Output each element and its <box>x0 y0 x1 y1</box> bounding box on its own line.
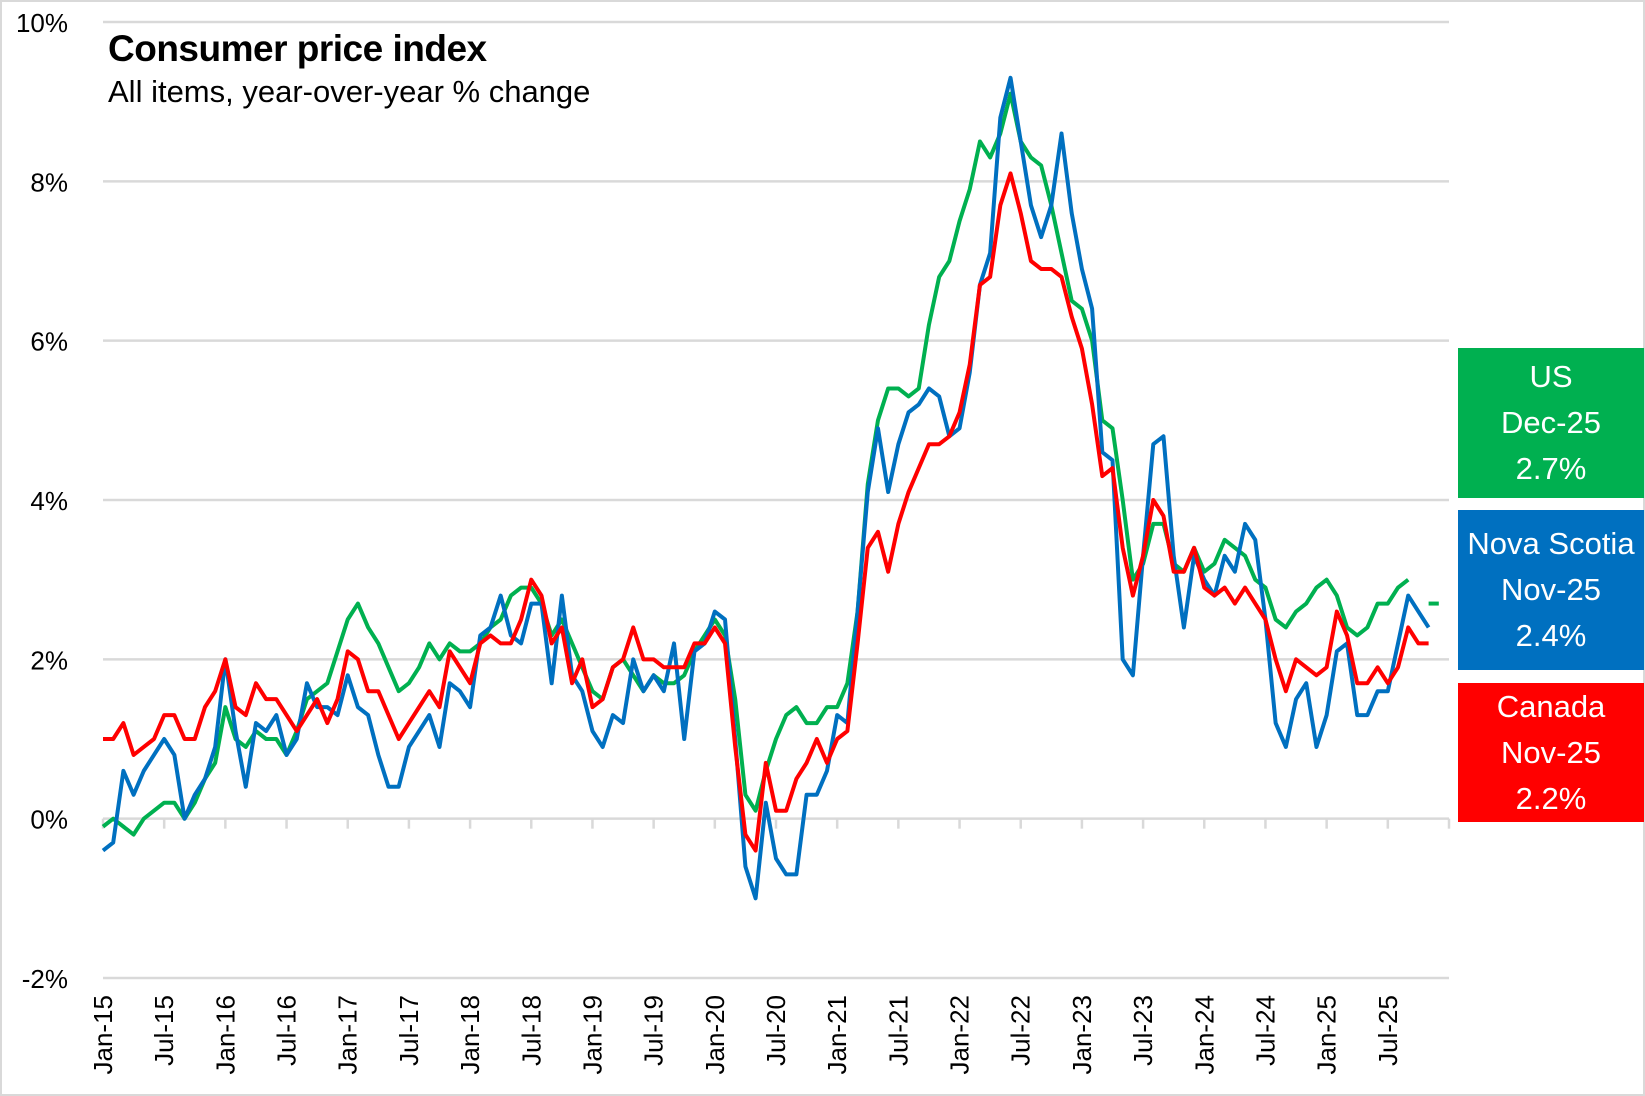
x-tick-label: Jan-23 <box>1067 995 1097 1075</box>
y-tick-label: 6% <box>30 327 68 357</box>
x-tick-label: Jan-18 <box>455 995 485 1075</box>
x-axis-labels: Jan-15 Jul-15 Jan-16 Jul-16 Jan-17 Jul-17 Jan-… <box>88 995 1403 1075</box>
x-tick-label: Jul-22 <box>1006 995 1036 1066</box>
x-axis-ticks <box>101 818 1451 829</box>
gridlines <box>103 20 1449 980</box>
x-tick-label: Jan-21 <box>822 995 852 1075</box>
x-tick-label: Jan-16 <box>210 995 240 1075</box>
callout-canada: Canada Nov-25 2.2% <box>1458 683 1644 822</box>
x-tick-label: Jan-20 <box>700 995 730 1075</box>
series-lines <box>101 75 1439 901</box>
series-line-nova-scotia <box>101 75 1431 901</box>
y-tick-label: 2% <box>30 645 68 675</box>
x-tick-label: Jan-17 <box>333 995 363 1075</box>
x-tick-label: Jul-17 <box>394 995 424 1066</box>
y-tick-label: 8% <box>30 167 68 197</box>
y-tick-label: 4% <box>30 486 68 516</box>
x-tick-label: Jan-25 <box>1312 995 1342 1075</box>
chart-subtitle: All items, year-over-year % change <box>108 74 591 109</box>
x-tick-label: Jan-15 <box>88 995 118 1075</box>
callout-us-value: 2.7% <box>1515 451 1587 486</box>
x-tick-label: Jul-21 <box>883 995 913 1066</box>
callout-canada-name: Canada <box>1496 688 1606 724</box>
y-tick-label: -2% <box>22 964 68 994</box>
x-tick-label: Jul-23 <box>1128 995 1158 1066</box>
callout-canada-value: 2.2% <box>1515 780 1587 816</box>
callout-us-name: US <box>1529 359 1573 394</box>
x-tick-label: Jul-18 <box>516 995 546 1066</box>
x-tick-label: Jul-16 <box>272 995 302 1066</box>
x-tick-label: Jul-25 <box>1373 995 1403 1066</box>
x-tick-label: Jan-24 <box>1189 995 1219 1075</box>
y-tick-label: 0% <box>30 805 68 835</box>
y-axis-labels: -2% 0% 2% 4% 6% 8% 10% <box>16 8 68 994</box>
y-tick-label: 10% <box>16 8 68 38</box>
series-line-canada <box>103 171 1429 853</box>
callout-ns-name: Nova Scotia <box>1467 526 1635 561</box>
x-tick-label: Jan-19 <box>577 995 607 1075</box>
x-tick-label: Jul-24 <box>1250 995 1280 1066</box>
callout-us-period: Dec-25 <box>1501 405 1601 440</box>
chart-title: Consumer price index <box>108 28 487 69</box>
x-tick-label: Jul-19 <box>639 995 669 1066</box>
callout-canada-period: Nov-25 <box>1501 734 1601 770</box>
x-tick-label: Jul-15 <box>149 995 179 1066</box>
callout-ns-period: Nov-25 <box>1501 572 1601 607</box>
callout-us: US Dec-25 2.7% <box>1458 348 1644 498</box>
x-tick-label: Jul-20 <box>761 995 791 1066</box>
x-tick-label: Jan-22 <box>945 995 975 1075</box>
callout-nova-scotia: Nova Scotia Nov-25 2.4% <box>1458 510 1644 670</box>
callout-ns-value: 2.4% <box>1515 618 1587 653</box>
